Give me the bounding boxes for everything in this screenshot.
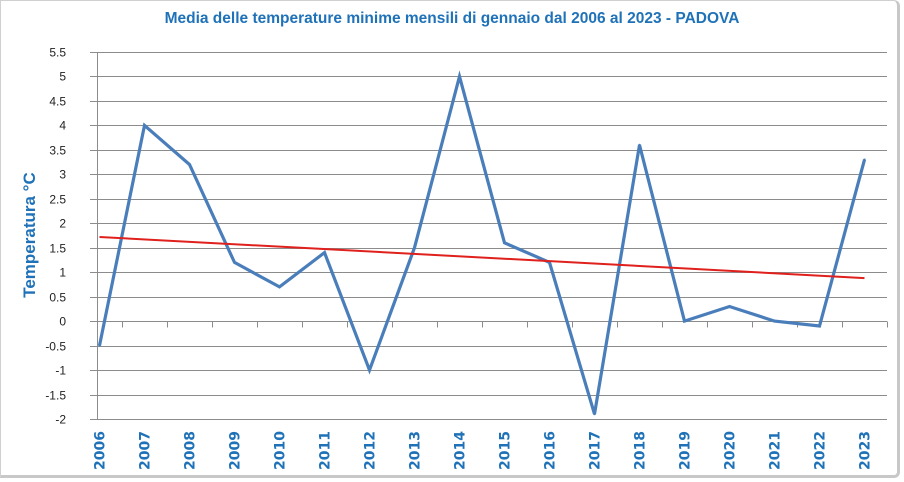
x-tick-label: 2018 bbox=[633, 431, 649, 470]
x-tick-label: 2011 bbox=[318, 431, 334, 470]
y-tick-label: 3.5 bbox=[49, 144, 66, 158]
x-tick-label: 2020 bbox=[723, 431, 739, 470]
x-tick-label: 2009 bbox=[228, 431, 244, 470]
x-tick-labels: 2006 2007 2008 2009 2010 2011 2012 2013 2014 2015… bbox=[93, 431, 874, 470]
data-point bbox=[728, 305, 731, 308]
data-point bbox=[503, 241, 506, 244]
x-tick-label: 2014 bbox=[453, 431, 469, 470]
x-tick-label: 2019 bbox=[678, 431, 694, 470]
x-tick-label: 2006 bbox=[93, 431, 109, 470]
data-point bbox=[863, 158, 866, 161]
x-tick-label: 2023 bbox=[858, 431, 874, 470]
data-point bbox=[233, 261, 236, 264]
y-tick-label: 0.5 bbox=[49, 291, 66, 305]
y-tick-label: -1.5 bbox=[45, 389, 66, 403]
data-point bbox=[683, 319, 686, 323]
data-point bbox=[278, 285, 281, 289]
x-tick-label: 2021 bbox=[768, 431, 784, 470]
data-point bbox=[773, 319, 776, 323]
trend-line bbox=[99, 235, 865, 280]
data-point bbox=[638, 143, 641, 147]
y-tick-label: 4.5 bbox=[49, 95, 66, 109]
y-tick-label: 1 bbox=[59, 266, 66, 280]
x-tick-label: 2013 bbox=[408, 431, 424, 470]
x-tick-label: 2008 bbox=[183, 431, 199, 470]
x-tick-label: 2007 bbox=[138, 431, 154, 470]
x-tick-label: 2022 bbox=[813, 431, 829, 470]
x-tick-label: 2016 bbox=[543, 431, 559, 470]
x-tick-label: 2017 bbox=[588, 431, 604, 470]
y-tick-label: -0.5 bbox=[45, 340, 66, 354]
y-tick-label: -2 bbox=[55, 413, 66, 427]
x-tick-label: 2010 bbox=[273, 431, 289, 470]
data-point bbox=[98, 344, 101, 347]
y-tick-label: 4 bbox=[59, 119, 66, 133]
y-tick-label: 2.5 bbox=[49, 193, 66, 207]
data-point bbox=[458, 75, 461, 78]
data-point bbox=[413, 246, 416, 249]
y-tick-label: 3 bbox=[59, 168, 66, 182]
y-tick-labels: 5.5 5 4.5 4 3.5 3 2.5 2 1.5 1 0.5 0 -0.5 -1 -1.5 -2 bbox=[45, 46, 66, 427]
y-tick-label: -1 bbox=[55, 364, 66, 378]
x-tick-label: 2012 bbox=[363, 431, 379, 470]
temperature-line bbox=[97, 70, 867, 415]
series-layer bbox=[97, 70, 867, 416]
data-point bbox=[593, 412, 596, 416]
x-axis bbox=[122, 321, 888, 328]
x-tick-label: 2015 bbox=[498, 431, 514, 470]
y-tick-label: 0 bbox=[59, 315, 66, 329]
data-point bbox=[143, 124, 146, 127]
data-point bbox=[323, 251, 326, 254]
data-point bbox=[818, 324, 821, 328]
y-tick-label: 5 bbox=[59, 70, 66, 84]
y-tick-label: 5.5 bbox=[49, 46, 66, 60]
chart-title: Media delle temperature minime mensili d… bbox=[164, 10, 740, 27]
gridlines bbox=[90, 52, 887, 420]
y-tick-label: 2 bbox=[59, 217, 66, 231]
y-tick-label: 1.5 bbox=[49, 242, 66, 256]
data-point bbox=[368, 368, 371, 372]
data-point bbox=[188, 163, 191, 166]
